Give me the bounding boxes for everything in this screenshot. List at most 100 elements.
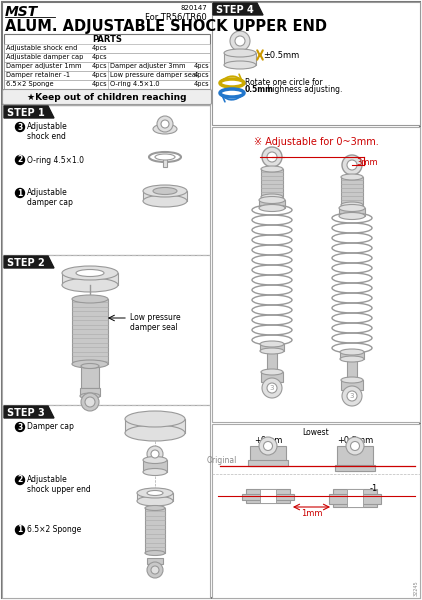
Bar xyxy=(335,465,375,471)
Bar xyxy=(261,372,283,382)
Ellipse shape xyxy=(153,124,177,134)
Ellipse shape xyxy=(161,120,169,128)
Bar xyxy=(2,255,210,405)
Bar xyxy=(224,53,256,65)
Bar xyxy=(267,352,277,372)
Bar xyxy=(137,493,173,501)
Circle shape xyxy=(262,378,282,398)
Text: STEP 2: STEP 2 xyxy=(7,258,45,268)
Text: 6.5×2 Sponge: 6.5×2 Sponge xyxy=(27,525,81,534)
Ellipse shape xyxy=(267,152,277,162)
Circle shape xyxy=(342,386,362,406)
Ellipse shape xyxy=(125,411,185,427)
Bar xyxy=(259,200,285,208)
Text: ±0.5mm: ±0.5mm xyxy=(263,50,299,59)
Bar xyxy=(341,177,363,205)
Ellipse shape xyxy=(147,446,163,462)
Text: +0mm: +0mm xyxy=(254,436,282,445)
Ellipse shape xyxy=(80,393,100,399)
Text: 0.5mm: 0.5mm xyxy=(245,85,274,94)
Bar xyxy=(339,208,365,216)
Circle shape xyxy=(151,566,159,574)
Text: +0.5mm: +0.5mm xyxy=(337,436,373,445)
Ellipse shape xyxy=(235,36,245,46)
Text: 4pcs: 4pcs xyxy=(193,81,209,87)
Text: 820147: 820147 xyxy=(180,5,207,11)
Bar xyxy=(260,344,284,351)
Text: Original: Original xyxy=(207,456,237,465)
Text: O-ring 4.5×1.0: O-ring 4.5×1.0 xyxy=(110,81,160,87)
Bar xyxy=(333,489,377,507)
Text: ★Keep out of children reaching: ★Keep out of children reaching xyxy=(27,93,187,102)
Bar xyxy=(212,2,420,125)
Bar xyxy=(347,489,363,507)
Text: Damper cap: Damper cap xyxy=(27,422,74,431)
Bar xyxy=(340,352,364,359)
Bar xyxy=(242,494,294,500)
Ellipse shape xyxy=(224,49,256,57)
Ellipse shape xyxy=(151,450,159,458)
Text: STEP 4: STEP 4 xyxy=(216,5,254,15)
Ellipse shape xyxy=(340,349,364,355)
Bar xyxy=(347,360,357,380)
Polygon shape xyxy=(4,106,54,118)
Ellipse shape xyxy=(340,356,364,362)
Ellipse shape xyxy=(347,160,357,170)
Ellipse shape xyxy=(341,202,363,208)
Bar xyxy=(329,494,381,504)
Text: 4pcs: 4pcs xyxy=(193,72,209,78)
Text: ※ Adjustable for 0~3mm.: ※ Adjustable for 0~3mm. xyxy=(254,137,379,147)
Text: 3: 3 xyxy=(350,393,354,399)
Ellipse shape xyxy=(262,147,282,167)
Ellipse shape xyxy=(145,551,165,556)
Circle shape xyxy=(16,122,24,131)
Circle shape xyxy=(85,397,95,407)
Bar xyxy=(80,388,100,396)
Text: PARTS: PARTS xyxy=(92,35,122,44)
Bar xyxy=(4,71,210,80)
Circle shape xyxy=(81,393,99,411)
Bar xyxy=(4,53,210,62)
Text: 4pcs: 4pcs xyxy=(92,72,107,78)
Polygon shape xyxy=(4,256,54,268)
Text: highness adjusting.: highness adjusting. xyxy=(265,85,342,94)
Bar xyxy=(143,191,187,201)
Bar xyxy=(147,558,163,564)
Bar xyxy=(72,299,108,364)
Bar xyxy=(143,460,167,472)
Circle shape xyxy=(346,437,364,455)
Text: 3: 3 xyxy=(270,385,274,391)
Text: Low pressure
damper seal: Low pressure damper seal xyxy=(130,313,181,332)
Bar xyxy=(163,159,167,167)
Text: 32245: 32245 xyxy=(414,580,419,596)
Bar xyxy=(2,405,210,598)
Circle shape xyxy=(16,475,24,485)
Text: Damper adjuster 1mm: Damper adjuster 1mm xyxy=(6,63,81,69)
Ellipse shape xyxy=(341,174,363,180)
Ellipse shape xyxy=(339,212,365,220)
Bar xyxy=(125,419,185,433)
Text: -1: -1 xyxy=(370,484,378,493)
Text: Adjustable
shock end: Adjustable shock end xyxy=(27,122,68,142)
Circle shape xyxy=(16,526,24,535)
Ellipse shape xyxy=(155,154,175,160)
Ellipse shape xyxy=(224,61,256,69)
Text: Damper retainer -1: Damper retainer -1 xyxy=(6,72,70,78)
Text: MST: MST xyxy=(5,5,38,19)
Circle shape xyxy=(267,383,277,393)
Text: 1: 1 xyxy=(17,188,23,197)
Ellipse shape xyxy=(261,166,283,172)
Text: 3mm: 3mm xyxy=(356,158,378,167)
Bar xyxy=(212,424,420,598)
Ellipse shape xyxy=(157,116,173,132)
Bar xyxy=(248,460,288,466)
Ellipse shape xyxy=(342,155,362,175)
Circle shape xyxy=(16,155,24,164)
Text: Low pressure damper seal: Low pressure damper seal xyxy=(110,72,198,78)
Polygon shape xyxy=(4,406,54,418)
Circle shape xyxy=(147,562,163,578)
Ellipse shape xyxy=(143,469,167,475)
Text: 4pcs: 4pcs xyxy=(92,81,107,87)
Bar xyxy=(4,62,210,71)
Text: 3: 3 xyxy=(17,422,23,431)
